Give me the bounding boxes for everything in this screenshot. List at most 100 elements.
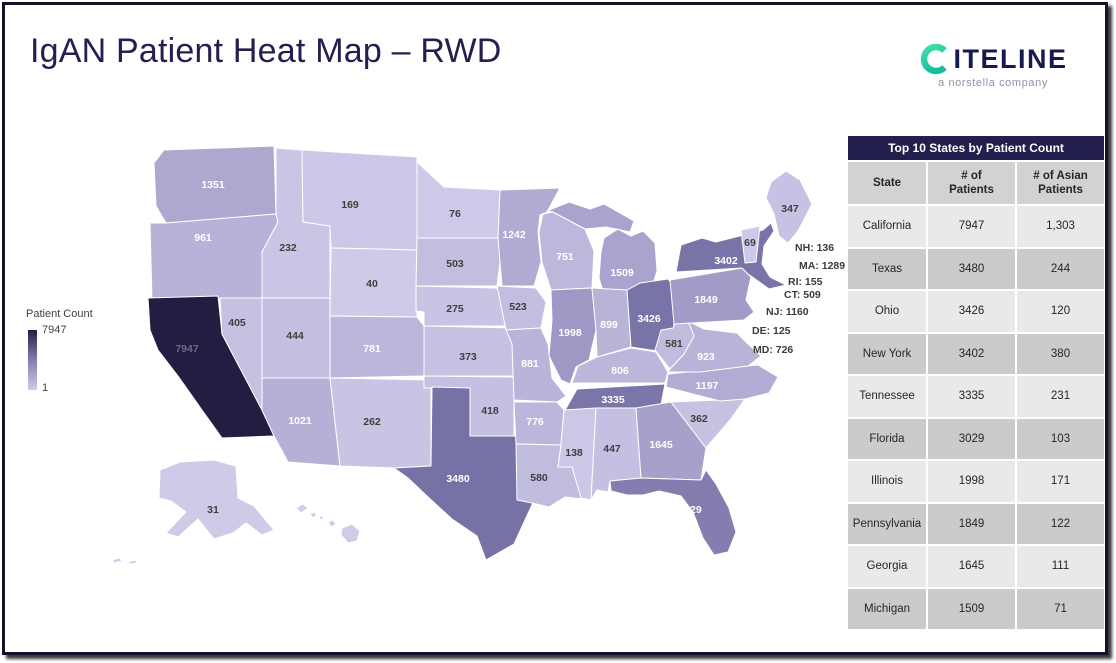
table-row-asian-patients: 1,303	[1017, 206, 1104, 247]
state-value-label-WA: 1351	[201, 179, 225, 191]
table-row-patients: 1509	[928, 588, 1015, 629]
state-value-label-WY: 40	[366, 278, 378, 290]
state-value-label-AL: 447	[603, 443, 621, 455]
state-value-label-NE: 275	[446, 303, 464, 315]
state-HI[interactable]	[111, 503, 361, 565]
table-column-header-1: # of Patients	[928, 162, 1015, 204]
table-row-state: New York	[848, 333, 926, 374]
state-value-label-NV: 405	[228, 317, 246, 329]
state-value-label-FL: 3029	[678, 504, 702, 516]
state-value-label-VA: 923	[697, 351, 715, 363]
state-value-label-SD: 503	[446, 258, 464, 270]
table-row-asian-patients: 244	[1017, 248, 1104, 289]
table-row-asian-patients: 71	[1017, 588, 1104, 629]
state-value-label-NY: 3402	[714, 255, 738, 267]
state-value-label-IN: 899	[600, 319, 618, 331]
state-value-label-PA: 1849	[694, 294, 718, 306]
page-title: IgAN Patient Heat Map – RWD	[30, 32, 502, 70]
state-value-label-ME: 347	[781, 203, 799, 215]
table-row-patients: 3426	[928, 291, 1015, 332]
state-MO[interactable]	[505, 327, 567, 403]
table-column-header-2: # of Asian Patients	[1017, 162, 1104, 204]
state-value-label-UT: 444	[286, 330, 304, 342]
table-row-patients: 1645	[928, 546, 1015, 587]
state-KY[interactable]	[571, 347, 669, 384]
logo-tagline: a norstella company	[938, 77, 1048, 89]
state-value-label-AZ: 1021	[288, 415, 312, 427]
state-value-label-MT: 169	[341, 199, 359, 211]
state-FL[interactable]	[609, 469, 737, 556]
state-MI[interactable]	[546, 201, 658, 299]
table-row-state: Michigan	[848, 588, 926, 629]
state-value-label-TX: 3480	[446, 473, 470, 485]
state-value-label-NM: 262	[363, 416, 381, 428]
citeline-wordmark: ITELINE	[953, 43, 1068, 74]
state-value-label-SC: 362	[690, 413, 708, 425]
state-ND[interactable]	[416, 161, 501, 239]
table-row-patients: 1849	[928, 503, 1015, 544]
table-row-patients: 3335	[928, 376, 1015, 417]
state-value-label-CO: 781	[363, 343, 381, 355]
callout-label-NH: NH: 136	[795, 242, 834, 254]
table-row-state: Tennessee	[848, 376, 926, 417]
table-row-state: Georgia	[848, 546, 926, 587]
top10-table: Top 10 States by Patient Count State # of…	[848, 136, 1104, 629]
legend-gradient-bar	[28, 330, 37, 390]
table-title: Top 10 States by Patient Count	[848, 136, 1104, 160]
state-SD[interactable]	[415, 237, 503, 287]
table-row-state: Florida	[848, 418, 926, 459]
state-value-label-KY: 806	[611, 365, 629, 377]
state-value-label-WI: 751	[556, 251, 574, 263]
callout-label-MD: MD: 726	[753, 344, 793, 356]
state-value-label-AK: 31	[207, 504, 219, 516]
citeline-logo: ITELINE a norstella company	[893, 42, 1093, 89]
table-column-header-0: State	[848, 162, 926, 204]
state-MN[interactable]	[497, 187, 561, 287]
state-ME[interactable]	[765, 170, 813, 244]
state-value-label-ID: 232	[279, 242, 297, 254]
state-value-label-IA: 523	[509, 301, 527, 313]
callout-label-DE: DE: 125	[752, 325, 791, 337]
table-row-patients: 3402	[928, 333, 1015, 374]
state-CA[interactable]	[147, 295, 275, 439]
table-row-patients: 3480	[928, 248, 1015, 289]
legend-max-value: 7947	[42, 324, 67, 336]
state-VT[interactable]	[740, 225, 761, 264]
legend-title: Patient Count	[26, 308, 93, 320]
state-value-label-TN: 3335	[601, 394, 625, 406]
table-row-asian-patients: 231	[1017, 376, 1104, 417]
state-value-label-NC: 1197	[696, 380, 719, 392]
state-TX[interactable]	[393, 386, 551, 561]
state-value-label-OK: 418	[481, 405, 499, 417]
table-row-state: Pennsylvania	[848, 503, 926, 544]
table-row-asian-patients: 171	[1017, 461, 1104, 502]
table-row-state: Illinois	[848, 461, 926, 502]
state-GA[interactable]	[635, 401, 707, 481]
callout-label-MA: MA: 1289	[799, 260, 845, 272]
table-row-asian-patients: 120	[1017, 291, 1104, 332]
slide: IgAN Patient Heat Map – RWD ITELINE a no…	[2, 2, 1108, 655]
table-row-state: California	[848, 206, 926, 247]
callout-label-CT: CT: 509	[784, 289, 821, 301]
state-value-label-CA: 7947	[175, 343, 199, 355]
state-value-label-MN: 1242	[502, 229, 526, 241]
state-OR[interactable]	[149, 213, 279, 302]
state-IA[interactable]	[496, 285, 547, 331]
table-row-patients: 7947	[928, 206, 1015, 247]
table-row-asian-patients: 111	[1017, 546, 1104, 587]
state-AK[interactable]	[158, 459, 275, 540]
state-value-label-MO: 881	[521, 358, 539, 370]
table-row-asian-patients: 122	[1017, 503, 1104, 544]
table-row-asian-patients: 380	[1017, 333, 1104, 374]
table-row-state: Ohio	[848, 291, 926, 332]
table-row-asian-patients: 103	[1017, 418, 1104, 459]
state-value-label-OR: 961	[194, 232, 212, 244]
state-value-label-GA: 1645	[649, 439, 673, 451]
state-value-label-OH: 3426	[637, 313, 661, 325]
state-value-label-MS: 138	[565, 447, 583, 459]
citeline-c-icon	[921, 43, 948, 75]
table-row-state: Texas	[848, 248, 926, 289]
state-value-label-ND: 76	[449, 208, 461, 220]
state-NC[interactable]	[665, 364, 779, 402]
state-value-label-LA: 580	[530, 472, 548, 484]
